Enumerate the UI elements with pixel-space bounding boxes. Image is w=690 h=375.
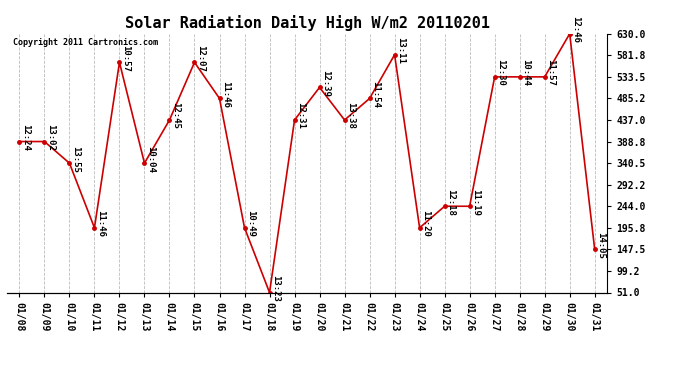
- Text: 12:30: 12:30: [496, 59, 505, 86]
- Text: 13:55: 13:55: [71, 146, 80, 172]
- Text: 11:20: 11:20: [421, 210, 430, 237]
- Text: 11:57: 11:57: [546, 59, 555, 86]
- Text: 12:07: 12:07: [196, 45, 205, 72]
- Text: 14:05: 14:05: [596, 232, 605, 259]
- Text: 11:46: 11:46: [96, 210, 105, 237]
- Text: 12:39: 12:39: [321, 70, 330, 97]
- Text: Copyright 2011 Cartronics.com: Copyright 2011 Cartronics.com: [13, 38, 158, 46]
- Text: 10:44: 10:44: [521, 59, 530, 86]
- Text: 12:45: 12:45: [171, 102, 180, 129]
- Text: 10:49: 10:49: [246, 210, 255, 237]
- Text: 12:18: 12:18: [446, 189, 455, 216]
- Text: 12:24: 12:24: [21, 124, 30, 151]
- Text: 12:46: 12:46: [571, 16, 580, 43]
- Text: 13:11: 13:11: [396, 37, 405, 64]
- Text: 13:38: 13:38: [346, 102, 355, 129]
- Text: 11:19: 11:19: [471, 189, 480, 216]
- Title: Solar Radiation Daily High W/m2 20110201: Solar Radiation Daily High W/m2 20110201: [125, 15, 489, 31]
- Text: 13:23: 13:23: [271, 275, 280, 302]
- Text: 11:46: 11:46: [221, 81, 230, 108]
- Text: 11:54: 11:54: [371, 81, 380, 108]
- Text: 13:02: 13:02: [46, 124, 55, 151]
- Text: 12:31: 12:31: [296, 102, 305, 129]
- Text: 10:04: 10:04: [146, 146, 155, 172]
- Text: 10:57: 10:57: [121, 45, 130, 72]
